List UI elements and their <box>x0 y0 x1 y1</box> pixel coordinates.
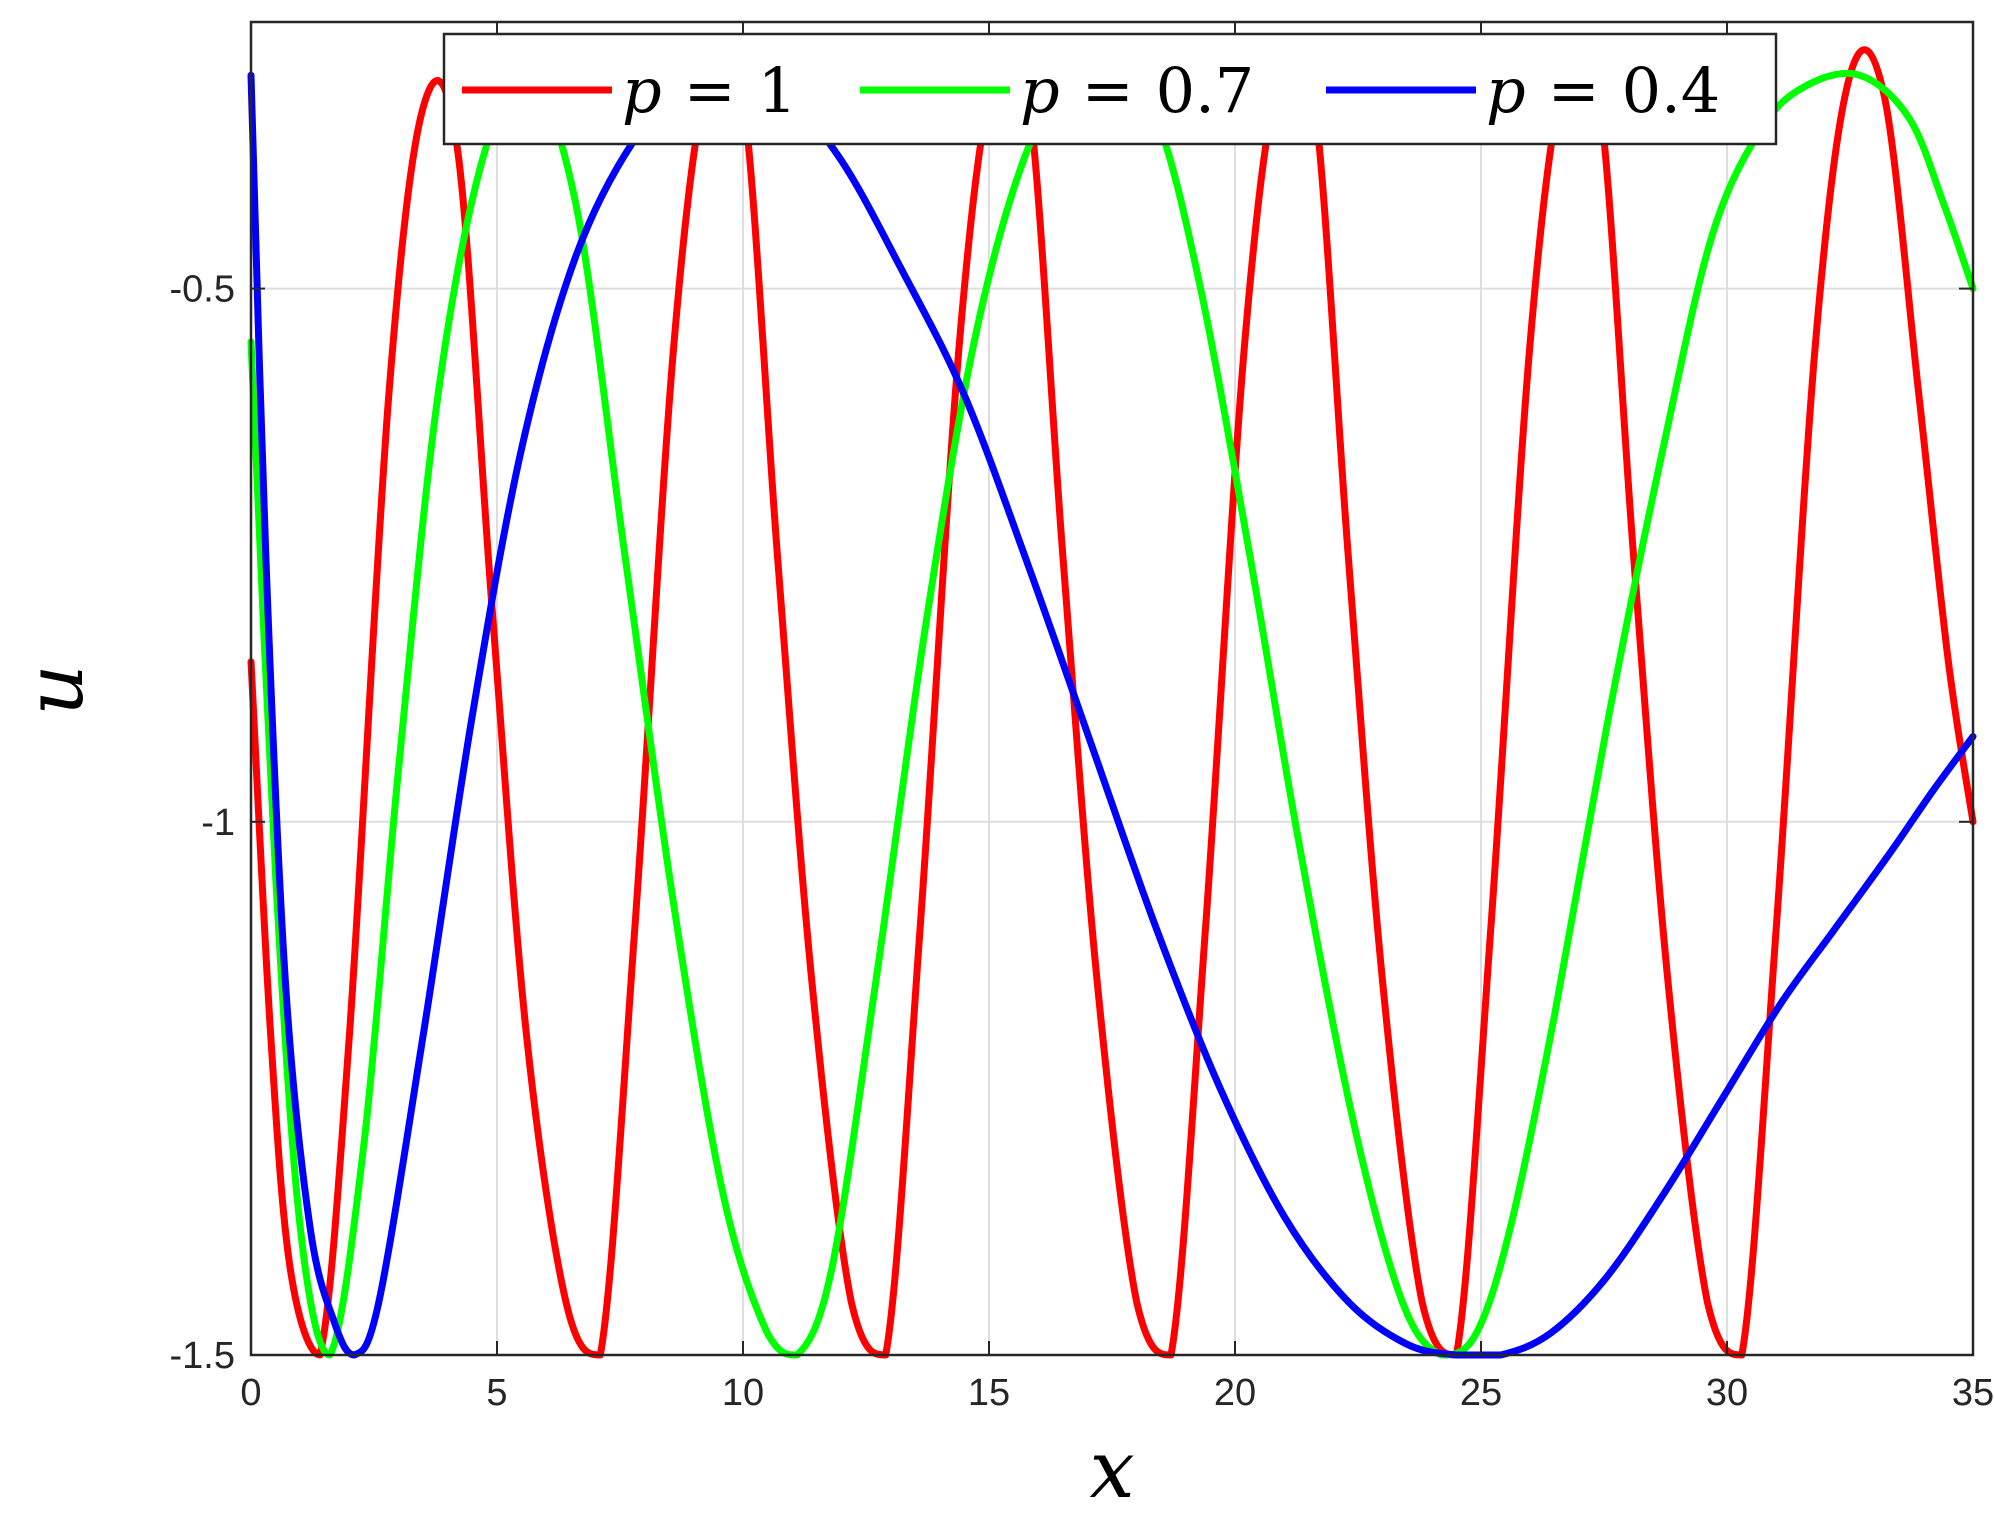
legend-var: p <box>622 54 662 127</box>
series-line-2 <box>247 71 1977 1359</box>
legend-value: 0.4 <box>1622 54 1721 127</box>
legend-equals: = <box>1548 54 1600 127</box>
legend-value: 0.7 <box>1156 54 1255 127</box>
x-tick-label: 10 <box>722 1372 764 1414</box>
x-tick-label: 20 <box>1214 1372 1256 1414</box>
series-line-0 <box>247 39 1977 1359</box>
y-axis-label: u <box>8 664 101 716</box>
x-tick-label: 5 <box>486 1372 507 1414</box>
legend-equals: = <box>1082 54 1134 127</box>
legend: p = 1 p = 0.7 p = 0.4 <box>442 32 1778 146</box>
x-tick-label: 0 <box>240 1372 261 1414</box>
x-tick-label: 35 <box>1952 1372 1994 1414</box>
legend-equals: = <box>684 54 736 127</box>
legend-var: p <box>1020 54 1060 127</box>
x-axis-label: x <box>1089 1423 1134 1516</box>
series-group <box>247 39 1977 1359</box>
legend-label-0: p = 1 <box>622 54 797 127</box>
plot-area-frame <box>249 20 1975 1357</box>
y-tick-label: -1 <box>201 802 235 844</box>
x-tick-label: 25 <box>1460 1372 1502 1414</box>
y-tick-label: -0.5 <box>170 269 235 311</box>
y-tick-label: -1.5 <box>170 1335 235 1377</box>
legend-label-1: p = 0.7 <box>1020 54 1254 127</box>
legend-label-2: p = 0.4 <box>1486 54 1720 127</box>
series-line-1 <box>247 69 1977 1359</box>
legend-value: 1 <box>758 54 797 127</box>
legend-var: p <box>1486 54 1526 127</box>
x-tick-label: 15 <box>968 1372 1010 1414</box>
axis-ticks: 0 5 10 15 20 25 30 35 -1.5 -1 -0.5 <box>170 22 1994 1414</box>
legend-box <box>442 32 1778 146</box>
x-tick-label: 30 <box>1706 1372 1748 1414</box>
